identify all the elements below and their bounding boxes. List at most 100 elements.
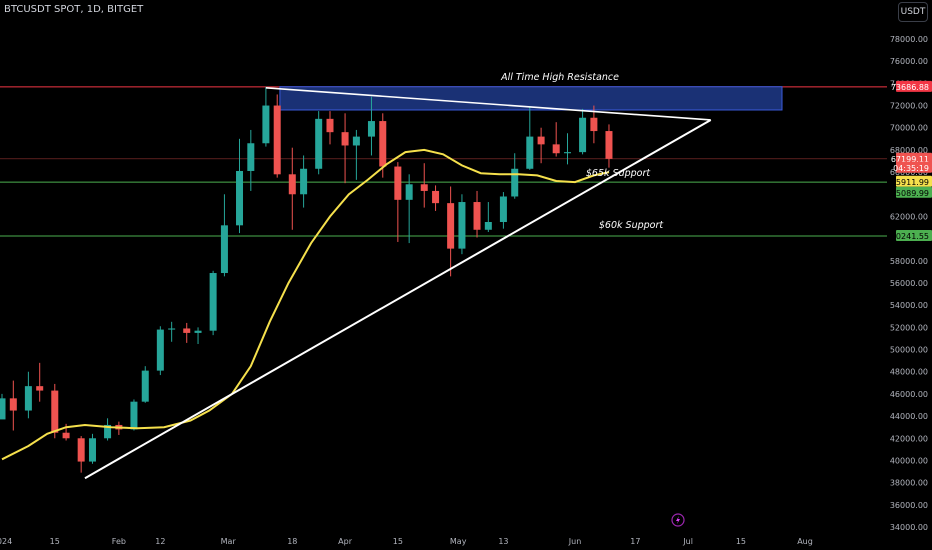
candle-body (104, 424, 112, 439)
y-tick-label: 70000.00 (890, 124, 928, 133)
lightning-icon-ring (671, 513, 685, 527)
candle-body (220, 225, 228, 274)
x-tick-label: Apr (338, 537, 353, 546)
candle-body (51, 390, 59, 433)
x-tick-label: Jun (568, 537, 582, 546)
candle-body (236, 170, 244, 226)
y-tick-label: 68000.00 (890, 146, 928, 155)
candle-body (36, 386, 44, 391)
candle-body (526, 136, 534, 169)
y-tick-label: 58000.00 (890, 257, 928, 266)
y-tick-label: 48000.00 (890, 368, 928, 377)
x-tick-label: 17 (630, 537, 640, 546)
candle-body (9, 398, 17, 411)
y-tick-label: 54000.00 (890, 301, 928, 310)
candle-body (24, 386, 32, 411)
price-badge-ma (896, 175, 932, 187)
candle-body (420, 184, 428, 191)
y-tick-label: 72000.00 (890, 102, 928, 111)
candle-body (484, 222, 492, 230)
candle-body (262, 105, 270, 144)
candle-body (473, 202, 481, 230)
candle-body (88, 438, 96, 462)
y-tick-label: 44000.00 (890, 412, 928, 421)
y-tick-label: 40000.00 (890, 456, 928, 465)
candle-body (564, 152, 571, 154)
x-tick-label: 18 (287, 537, 297, 546)
candle-body (537, 136, 545, 145)
candle-body (405, 184, 413, 200)
y-tick-label: 56000.00 (890, 279, 928, 288)
x-tick-label: 15 (736, 537, 746, 546)
price-badge-countdown (896, 161, 932, 173)
candle-body (511, 168, 519, 197)
candle-body (273, 105, 281, 175)
candle-body (62, 432, 70, 439)
candle-body (432, 190, 440, 204)
candle-body (367, 121, 375, 137)
candle-body (341, 132, 349, 146)
candle-body (447, 203, 455, 249)
x-tick-label: Mar (221, 537, 237, 546)
moving-average-line (1, 148, 610, 461)
y-tick-label: 52000.00 (890, 323, 928, 332)
annotation-label: $65k Support (586, 168, 651, 179)
candle-body (194, 330, 202, 333)
candle-body (458, 202, 466, 249)
x-tick-label: 15 (50, 537, 60, 546)
y-tick-label: 46000.00 (890, 390, 928, 399)
candle-body (590, 117, 598, 132)
candle-body (141, 370, 149, 402)
candle-body (156, 329, 164, 371)
price-badge-last (896, 152, 932, 164)
candle-body (300, 168, 308, 195)
x-tick-label: May (450, 537, 467, 546)
y-tick-label: 42000.00 (890, 434, 928, 443)
price-badge-text: 60241.55 (891, 232, 929, 241)
price-badge-text: 67199.11 (891, 155, 929, 164)
annotation-label: All Time High Resistance (500, 72, 619, 83)
candle-body (379, 121, 387, 167)
candle-body (288, 174, 296, 195)
price-badge-text: 65911.99 (891, 178, 929, 187)
candle-body (499, 196, 507, 222)
x-tick-label: Aug (797, 537, 813, 546)
candle-body (168, 328, 176, 330)
x-tick-label: 13 (498, 537, 508, 546)
upper-trendline (265, 87, 711, 121)
price-badge-support65 (896, 186, 932, 198)
y-tick-label: 38000.00 (890, 479, 928, 488)
x-tick-label: 15 (393, 537, 403, 546)
candle-body (209, 273, 217, 331)
lightning-icon (671, 513, 685, 527)
y-tick-label: 50000.00 (890, 346, 928, 355)
candle-body (352, 136, 360, 146)
y-tick-label: 34000.00 (890, 523, 928, 532)
price-badge-text: 65089.99 (891, 189, 929, 198)
candle-body (326, 118, 334, 133)
lightning-icon-bolt (676, 516, 680, 524)
x-tick-label: 2024 (0, 537, 12, 546)
candle-body (247, 143, 255, 171)
candle-body (183, 328, 191, 333)
lower-trendline (84, 119, 712, 480)
annotation-label: $60k Support (599, 220, 664, 231)
candle-body (579, 117, 587, 153)
candle-body (394, 166, 402, 200)
price-axis: 78000.0076000.0074000.0072000.0070000.00… (890, 35, 932, 532)
currency-button[interactable]: USDT (898, 2, 928, 22)
x-tick-label: 12 (155, 537, 165, 546)
symbol-label: BTCUSDT SPOT, 1D, BITGET (4, 4, 144, 15)
x-tick-label: Jul (682, 537, 693, 546)
candle-body (0, 398, 6, 420)
resistance-zone (279, 86, 783, 111)
time-axis: 2024 15 Feb 12 Mar 18 Apr 15 May 13 Jun 17 Jul 15 Aug (0, 537, 813, 546)
price-badge-support60 (896, 229, 932, 241)
y-tick-label: 62000.00 (890, 212, 928, 221)
candle-body (315, 118, 323, 169)
candle-body (130, 401, 138, 430)
price-badge-text: 73686.88 (891, 83, 929, 92)
y-tick-label: 78000.00 (890, 35, 928, 44)
price-badge-resistance (896, 80, 932, 92)
